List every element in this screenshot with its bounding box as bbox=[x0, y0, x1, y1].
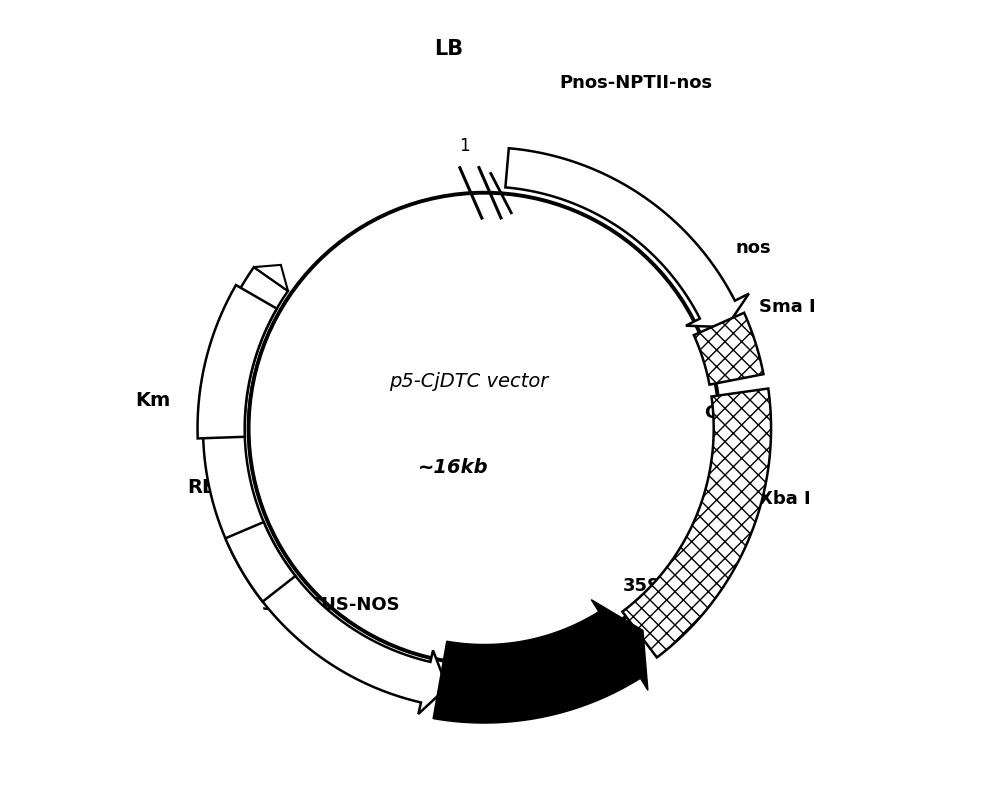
Text: Pnos-NPTII-nos: Pnos-NPTII-nos bbox=[559, 74, 712, 92]
Text: 35S-GUS-NOS: 35S-GUS-NOS bbox=[262, 596, 400, 615]
Text: 1: 1 bbox=[459, 137, 470, 155]
Polygon shape bbox=[505, 148, 749, 327]
Polygon shape bbox=[433, 599, 648, 723]
Text: CjDTC: CjDTC bbox=[704, 403, 764, 422]
Text: Km: Km bbox=[135, 391, 170, 410]
Polygon shape bbox=[198, 285, 277, 438]
Polygon shape bbox=[694, 313, 763, 384]
Text: RB: RB bbox=[187, 478, 217, 497]
Text: LB: LB bbox=[434, 39, 463, 60]
Polygon shape bbox=[225, 522, 295, 602]
Polygon shape bbox=[203, 267, 447, 714]
Text: p5-CjDTC vector: p5-CjDTC vector bbox=[389, 372, 548, 391]
Text: Sma I: Sma I bbox=[759, 298, 816, 316]
Text: Xba I: Xba I bbox=[759, 490, 811, 508]
Text: ~16kb: ~16kb bbox=[418, 458, 488, 477]
Text: 35S: 35S bbox=[622, 576, 660, 595]
Polygon shape bbox=[622, 388, 771, 657]
Text: nos: nos bbox=[736, 239, 771, 256]
Polygon shape bbox=[254, 265, 288, 291]
